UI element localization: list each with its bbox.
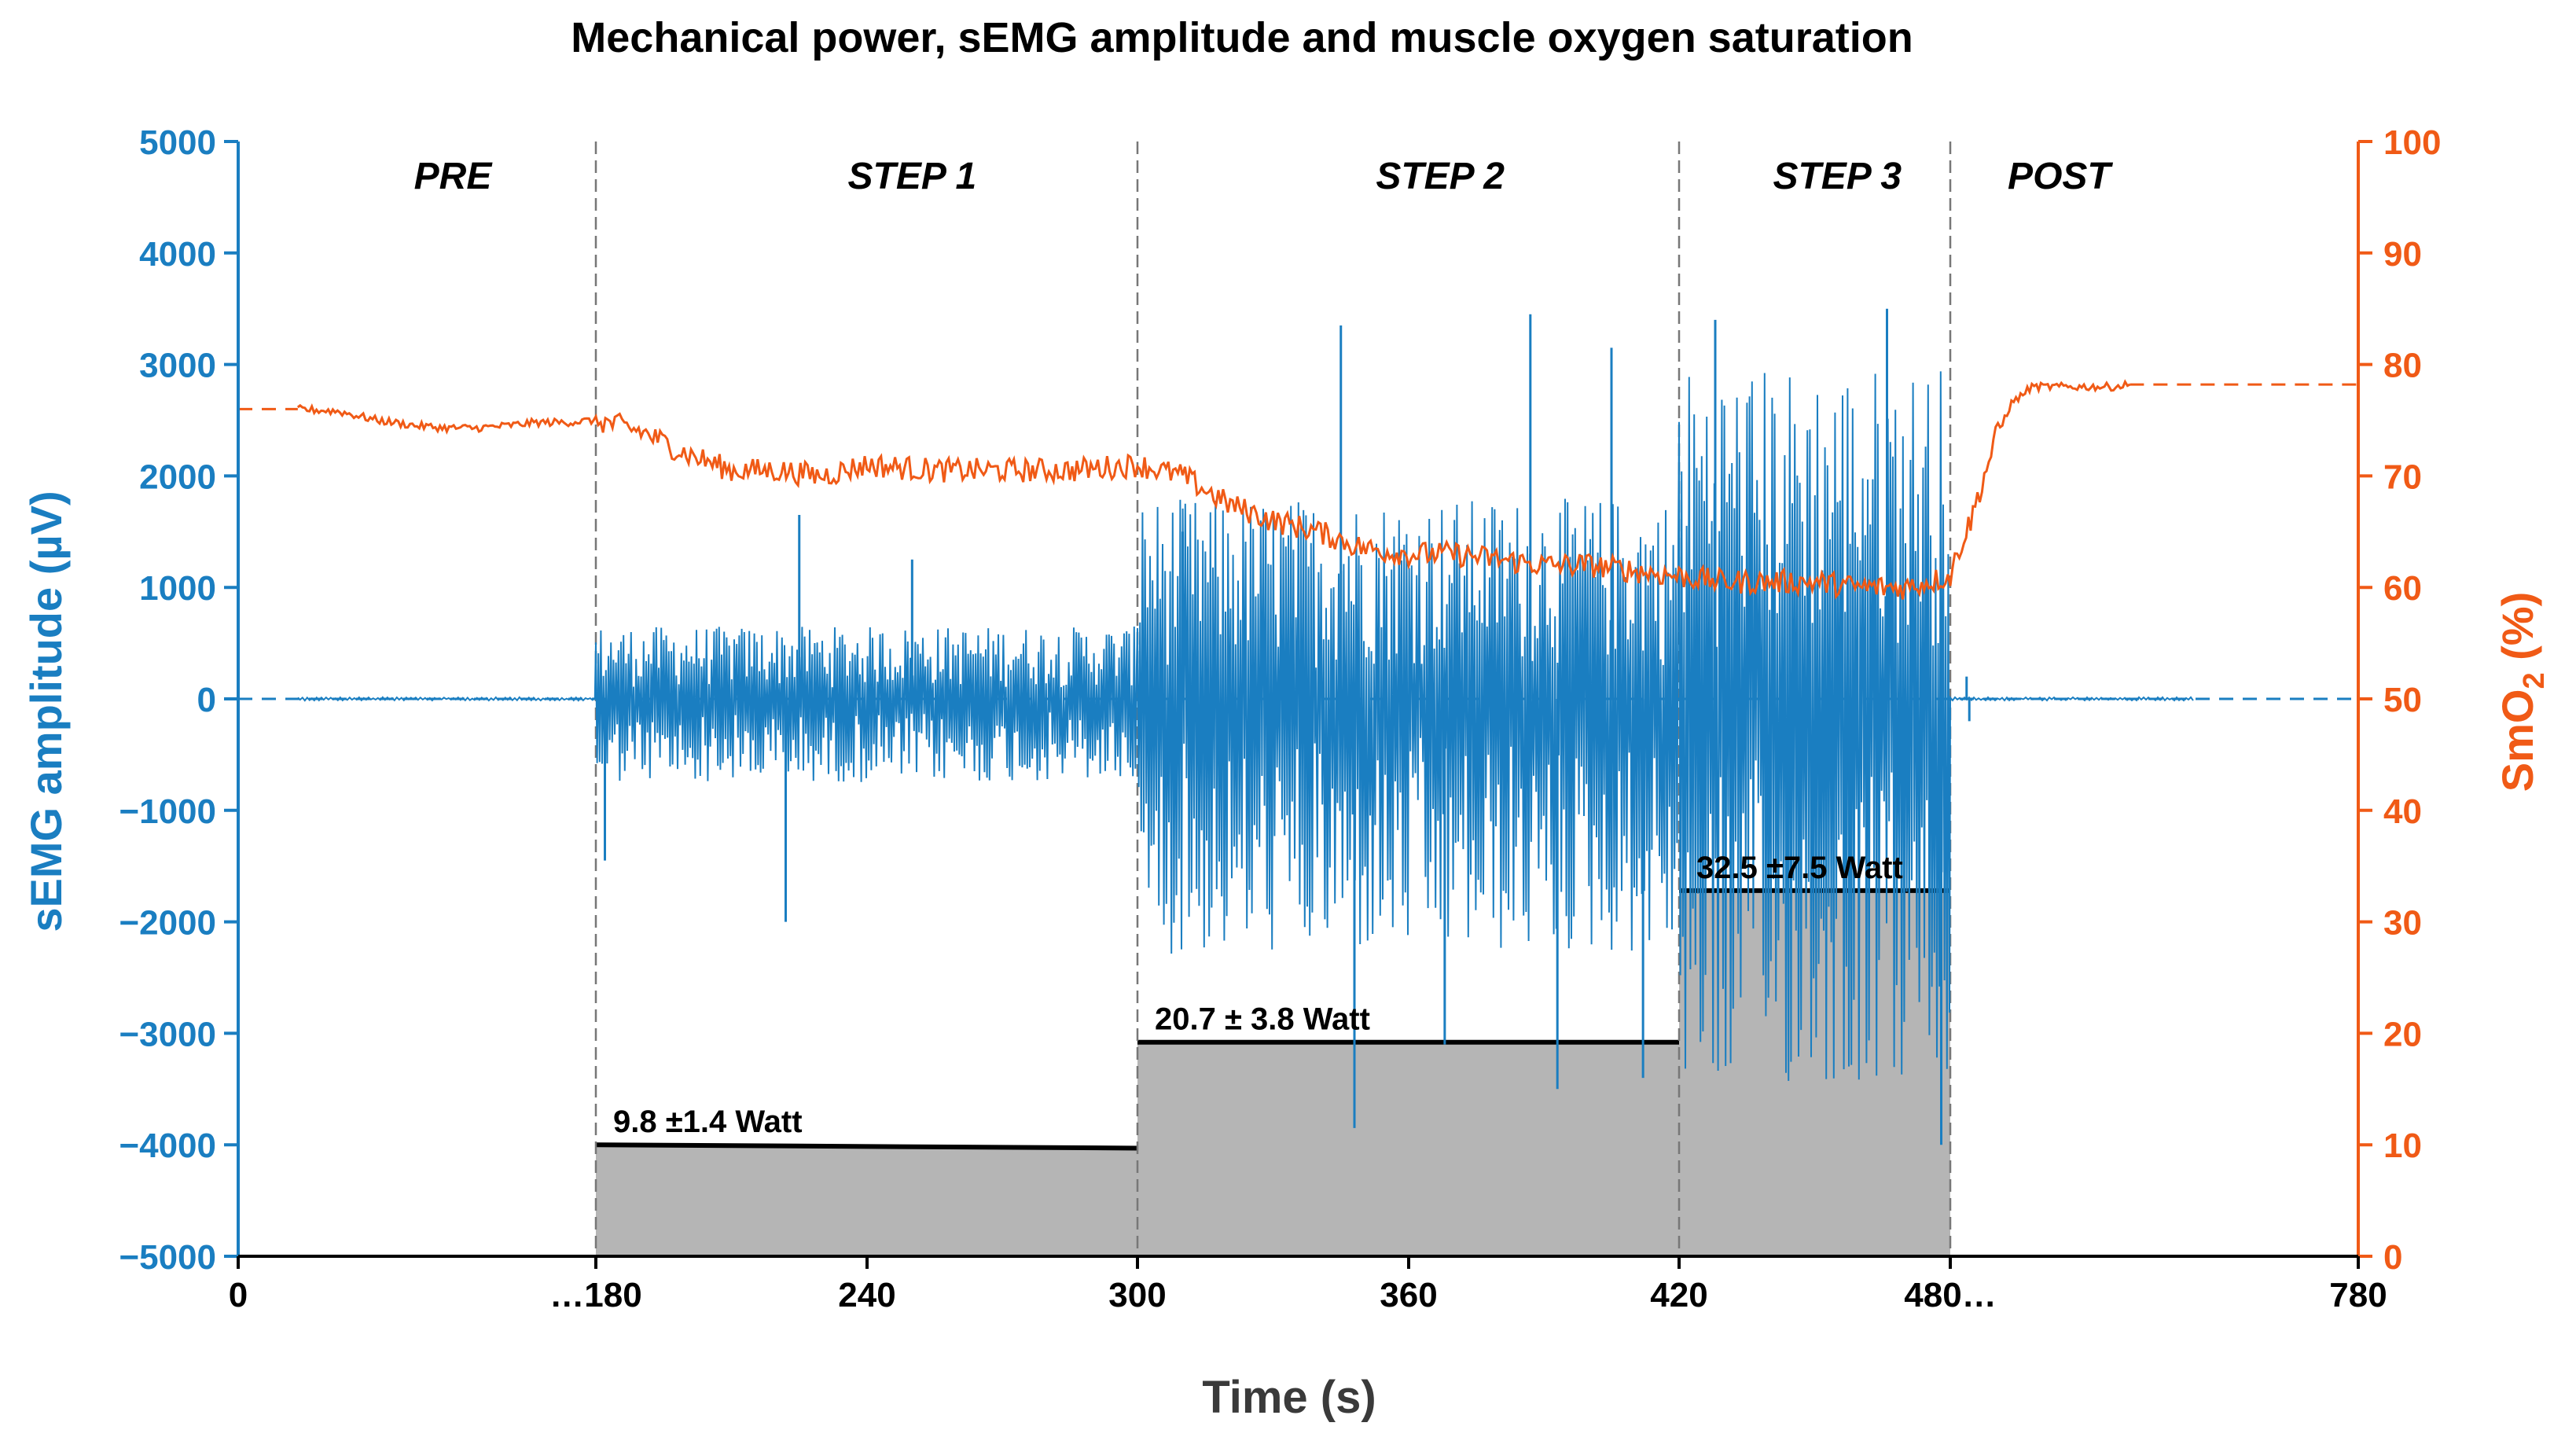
y-left-tick-label-6: 0 xyxy=(197,681,216,719)
phase-label-step-3: STEP 3 xyxy=(1773,156,1902,197)
y-axis-label-left: sEMG amplitude (µV) xyxy=(21,491,71,932)
y-left-tick-label-7: −1000 xyxy=(119,792,216,831)
y-right-tick-label-6: 50 xyxy=(2383,681,2422,719)
phase-label-post: POST xyxy=(2008,156,2113,197)
y-right-tick-label-8: 30 xyxy=(2383,904,2422,943)
y-axis-label-right-sub: 2 xyxy=(2518,672,2551,689)
x-tick-label-6: 420 xyxy=(1650,1276,1707,1314)
x-tick-label-7: 480… xyxy=(1904,1276,1996,1314)
power-step-label-1: 9.8 ±1.4 Watt xyxy=(613,1105,803,1139)
phase-label-step-1: STEP 1 xyxy=(848,156,977,197)
y-left-tick-label-2: 4000 xyxy=(139,235,216,274)
x-tick-label-2: …180 xyxy=(549,1276,641,1314)
x-axis-label: Time (s) xyxy=(1202,1372,1376,1423)
y-left-tick-label-3: 3000 xyxy=(139,347,216,385)
axes: 500040003000200010000−1000−2000−3000−400… xyxy=(119,123,2441,1314)
power-steps xyxy=(595,888,1950,1256)
y-right-tick-label-11: 0 xyxy=(2383,1238,2402,1277)
x-tick-label-3: 240 xyxy=(838,1276,895,1314)
y-left-tick-label-1: 5000 xyxy=(139,123,216,162)
y-right-tick-label-10: 10 xyxy=(2383,1127,2422,1165)
power-step-label-2: 20.7 ± 3.8 Watt xyxy=(1155,1002,1370,1037)
power-step-bar-3 xyxy=(1679,890,1950,1256)
phase-label-step-2: STEP 2 xyxy=(1376,156,1505,197)
power-step-label-3: 32.5 ±7.5 Watt xyxy=(1696,851,1903,885)
power-step-bar-1 xyxy=(596,1145,1137,1256)
power-step-level-1 xyxy=(595,1142,1138,1151)
y-left-tick-label-10: −4000 xyxy=(119,1127,216,1165)
y-left-tick-label-5: 1000 xyxy=(139,569,216,608)
y-axis-label-right: SmO2 (%) xyxy=(2493,592,2551,792)
smo2-trace xyxy=(296,379,2131,600)
y-right-tick-label-9: 20 xyxy=(2383,1015,2422,1053)
chart-title: Mechanical power, sEMG amplitude and mus… xyxy=(571,14,1913,61)
y-left-tick-label-4: 2000 xyxy=(139,458,216,496)
semg-series xyxy=(238,308,2358,1145)
y-right-tick-label-4: 70 xyxy=(2383,458,2422,496)
y-right-tick-label-2: 90 xyxy=(2383,235,2422,274)
phase-labels: PRE STEP 1 STEP 2 STEP 3 POST xyxy=(414,156,2114,197)
y-axis-label-right-main: SmO xyxy=(2493,689,2542,792)
y-right-tick-label-5: 60 xyxy=(2383,569,2422,608)
x-tick-label-1: 0 xyxy=(229,1276,248,1314)
y-left-tick-label-8: −2000 xyxy=(119,904,216,943)
y-right-tick-label-1: 100 xyxy=(2383,123,2441,162)
phase-label-pre: PRE xyxy=(414,156,494,197)
y-right-tick-label-3: 80 xyxy=(2383,347,2422,385)
power-step-bar-2 xyxy=(1137,1042,1679,1256)
y-left-tick-label-9: −3000 xyxy=(119,1015,216,1053)
y-right-tick-label-7: 40 xyxy=(2383,792,2422,831)
smo2-series xyxy=(238,379,2358,600)
y-left-tick-label-11: −5000 xyxy=(119,1238,216,1277)
power-labels: 9.8 ±1.4 Watt 20.7 ± 3.8 Watt 32.5 ±7.5 Wa… xyxy=(613,851,1903,1139)
x-tick-label-4: 300 xyxy=(1108,1276,1166,1314)
x-tick-label-5: 360 xyxy=(1380,1276,1437,1314)
semg-trace xyxy=(297,371,2194,1081)
x-tick-label-8: 780 xyxy=(2329,1276,2387,1314)
y-axis-label-right-unit: (%) xyxy=(2493,592,2542,673)
